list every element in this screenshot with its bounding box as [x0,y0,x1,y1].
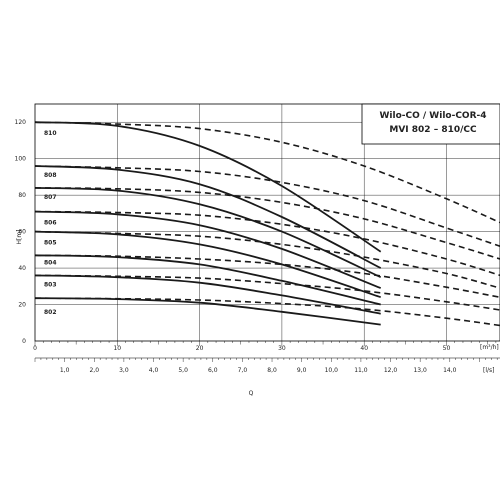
x-tick-label-bottom: 5,0 [178,367,188,374]
y-tick-label: 20 [18,302,26,309]
series-label-806: 806 [44,220,57,227]
plot-frame [34,103,500,342]
series-803-solid-line [34,274,381,315]
x-tick-label-bottom: 6,0 [208,367,218,374]
chart-title: Wilo-CO / Wilo-COR-4 [379,111,486,121]
series-806-dashed-line [34,210,500,277]
y-tick-label: 100 [15,156,27,163]
series-806-solid-line [34,210,382,289]
title-box [361,103,500,145]
x-tick-label-bottom: 4,0 [149,367,159,374]
x-axis-title: Q [249,390,254,397]
series-labels: 802 803 804 805 806 807 808 810 [44,130,57,316]
x-tick-label-bottom: 1,0 [60,367,70,374]
series-label-808: 808 [44,172,57,179]
series-label-804: 804 [44,260,57,267]
x-tick-label-top: 50 [443,345,451,352]
x-unit-bottom: [l/s] [483,367,495,374]
series-label-802: 802 [44,309,57,316]
y-tick-label: 80 [18,192,26,199]
series-804-solid-line [34,254,381,306]
series-808-solid-line [34,165,382,269]
axes: 0 20 40 60 80 100 120 0 10 20 30 40 50 1,0 2,0 3,0 4,0 5,… [15,103,500,374]
x-tick-label-bottom: 12,0 [384,367,398,374]
series-label-805: 805 [44,240,57,247]
x-tick-label-top: 30 [278,345,286,352]
series-810-solid-line [34,121,382,253]
y-axis-title: H[m] [16,229,23,244]
series-807-solid-line [34,187,382,279]
series-label-803: 803 [44,281,57,288]
x-tick-label-bottom: 10,0 [325,367,339,374]
x-tick-label-top: 0 [33,345,37,352]
x-unit-top: [m³/h] [480,344,499,351]
x-tick-label-bottom: 11,0 [354,367,368,374]
series-label-810: 810 [44,130,57,137]
series-group [34,121,500,327]
x-tick-label-bottom: 3,0 [119,367,129,374]
series-label-807: 807 [44,194,57,201]
series-805-solid-line [34,230,381,299]
y-tick-label: 60 [18,229,26,236]
x-tick-label-top: 40 [360,345,368,352]
x-tick-label-bottom: 9,0 [297,367,307,374]
y-tick-label: 0 [22,338,26,345]
y-tick-label: 40 [18,265,26,272]
series-808-dashed-line [34,165,500,247]
x-tick-label-bottom: 2,0 [89,367,99,374]
x-tick-label-top: 10 [113,345,121,352]
x-tick-label-bottom: 8,0 [267,367,277,374]
chart-subtitle: MVI 802 – 810/CC [389,125,477,135]
y-tick-label: 120 [15,119,27,126]
x-tick-label-bottom: 14,0 [443,367,457,374]
series-810-dashed-line [34,121,500,224]
x-tick-label-bottom: 7,0 [238,367,248,374]
x-tick-label-top: 20 [196,345,204,352]
series-802-solid-line [34,297,381,326]
series-807-dashed-line [34,187,500,260]
x-tick-label-bottom: 13,0 [413,367,427,374]
